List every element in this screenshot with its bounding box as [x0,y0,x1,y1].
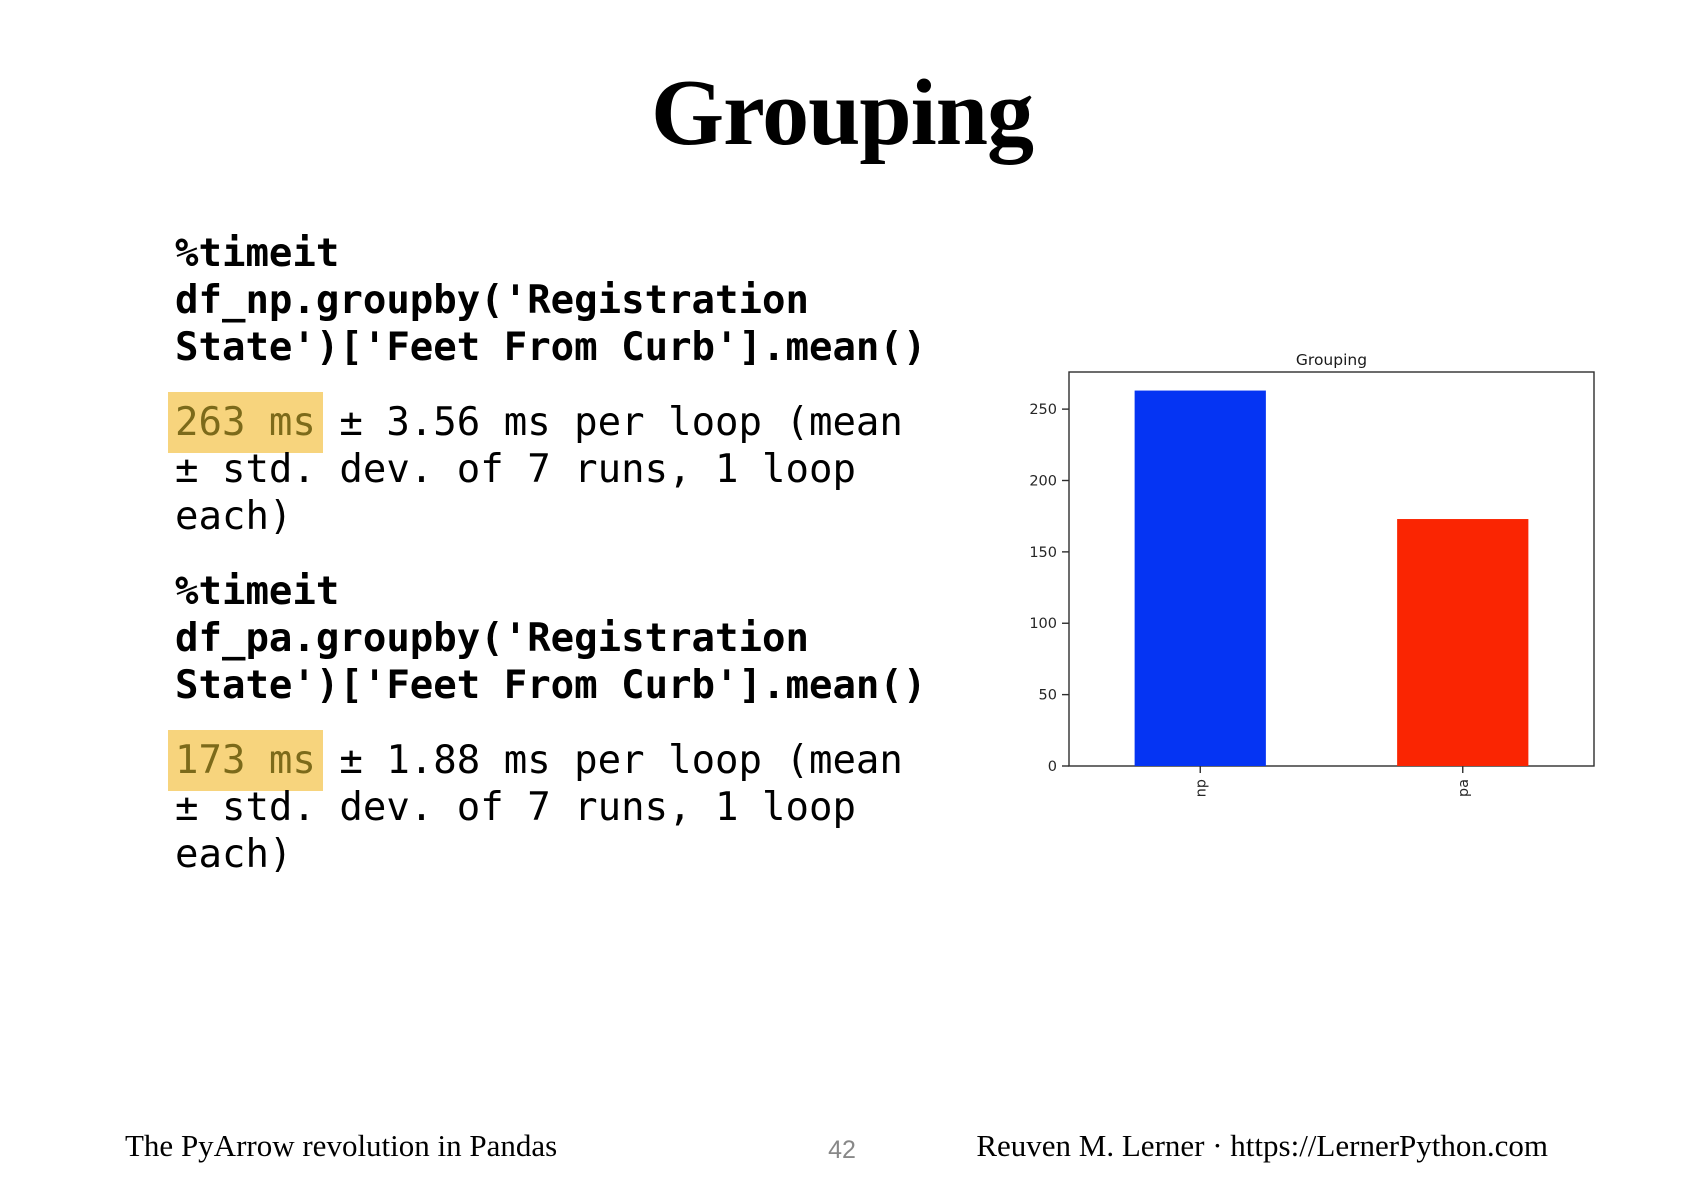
bar-pa [1397,519,1529,766]
timeit-output-pa: 173 ms ± 1.88 ms per loop (mean ± std. d… [168,730,943,878]
code-block-pa: %timeit df_pa.groupby('Registration Stat… [175,569,927,708]
highlighted-timing-pa: 173 ms [168,730,323,791]
y-tick-label: 150 [1029,545,1057,561]
y-tick-label: 250 [1029,402,1057,418]
footer-author: Reuven M. Lerner · https://LernerPython.… [976,1128,1548,1163]
page-title: Grouping [650,61,1034,165]
timeit-output-pa-text: ± 1.88 ms per loop (mean ± std. dev. of … [175,738,903,877]
code-column: %timeit df_np.groupby('Registration Stat… [168,230,943,906]
x-tick-label-pa: pa [1456,779,1472,797]
benchmark-bar-chart: Grouping 0 50 100 150 200 250 np pa [950,316,1610,846]
bar-chart-svg: Grouping 0 50 100 150 200 250 np pa [1029,351,1595,797]
bar-np [1134,390,1266,766]
timeit-output-np-text: ± 3.56 ms per loop (mean ± std. dev. of … [175,400,903,539]
y-tick-label: 0 [1048,759,1057,775]
page-number: 42 [828,1136,856,1164]
y-tick-label: 50 [1039,688,1057,704]
code-block-np: %timeit df_np.groupby('Registration Stat… [175,231,927,370]
timeit-output-np: 263 ms ± 3.56 ms per loop (mean ± std. d… [168,392,943,540]
plot-frame [1068,371,1595,767]
x-tick-label-np: np [1193,779,1209,797]
y-tick-label: 200 [1029,473,1057,489]
chart-title: Grouping [1296,351,1367,369]
y-tick-label: 100 [1029,616,1057,632]
footer-presentation-title: The PyArrow revolution in Pandas [125,1128,558,1163]
highlighted-timing-np: 263 ms [168,392,323,453]
